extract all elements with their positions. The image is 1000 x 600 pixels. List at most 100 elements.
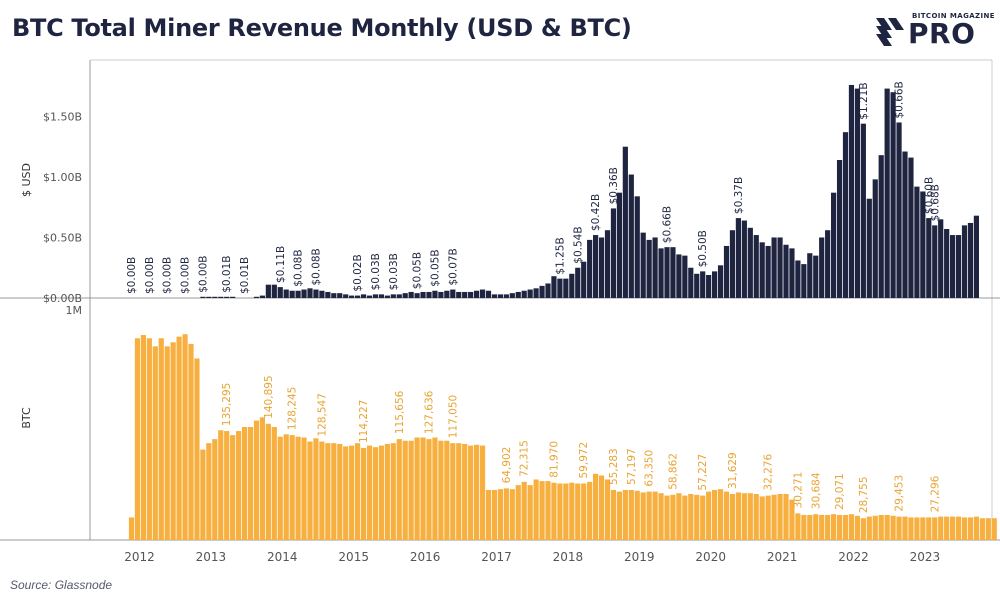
- usd-data-label: $1.25B: [554, 237, 566, 274]
- usd-bar: [593, 235, 599, 298]
- btc-bar: [723, 491, 730, 540]
- btc-data-label: 29,453: [894, 475, 906, 512]
- btc-bar: [372, 447, 379, 540]
- btc-bar: [355, 443, 361, 540]
- usd-bar: [450, 289, 456, 298]
- usd-data-label: $0.05B: [429, 249, 441, 286]
- btc-bar: [854, 515, 860, 540]
- usd-bar: [700, 271, 706, 298]
- usd-data-label: $0.36B: [608, 167, 620, 204]
- usd-bar: [503, 294, 509, 298]
- x-tick-label: 2021: [767, 550, 798, 564]
- usd-bar: [622, 146, 628, 298]
- usd-data-label: $0.05B: [412, 252, 424, 289]
- btc-data-label: 81,970: [549, 441, 561, 478]
- btc-bar: [634, 490, 640, 540]
- usd-bar: [456, 291, 462, 298]
- btc-bar: [479, 445, 486, 540]
- usd-bar: [771, 237, 777, 298]
- usd-bar: [819, 237, 825, 298]
- usd-bar: [908, 157, 914, 298]
- usd-bar: [569, 273, 575, 298]
- usd-bar: [200, 296, 206, 298]
- usd-bar: [349, 295, 355, 298]
- usd-y-tick-label: $0.50B: [43, 232, 82, 245]
- btc-bar: [747, 493, 753, 540]
- btc-bar: [765, 495, 771, 540]
- btc-bar: [783, 494, 789, 540]
- usd-bar: [741, 220, 747, 298]
- btc-bar: [390, 443, 396, 540]
- usd-bar: [587, 239, 593, 298]
- usd-data-label: $0.11B: [275, 246, 287, 283]
- usd-bar: [753, 235, 759, 298]
- btc-bar: [521, 481, 527, 540]
- btc-bar: [241, 427, 248, 540]
- btc-bar: [551, 482, 557, 540]
- usd-bar: [676, 254, 682, 298]
- btc-bar: [164, 346, 170, 540]
- btc-bar: [604, 479, 611, 540]
- btc-bar: [509, 489, 515, 540]
- usd-bar: [581, 261, 587, 298]
- btc-bar: [801, 514, 807, 540]
- x-tick-label: 2019: [624, 550, 655, 564]
- btc-bar: [360, 448, 367, 540]
- btc-bar: [146, 338, 152, 540]
- btc-data-label: 30,684: [810, 472, 822, 509]
- usd-bar: [813, 255, 819, 298]
- btc-bar: [301, 437, 307, 540]
- btc-data-label: 29,071: [834, 473, 846, 510]
- btc-data-label: 57,197: [626, 448, 638, 485]
- btc-bar: [706, 491, 712, 540]
- usd-bar: [224, 296, 230, 298]
- btc-bar: [694, 494, 700, 540]
- btc-bar: [741, 493, 747, 540]
- usd-bar: [497, 294, 503, 298]
- btc-bar: [378, 445, 384, 540]
- usd-data-label: $0.00B: [197, 256, 209, 293]
- usd-bar: [926, 218, 932, 298]
- usd-data-label: $0.50B: [697, 230, 709, 267]
- btc-data-label: 128,547: [316, 393, 328, 436]
- btc-bar: [700, 495, 706, 540]
- btc-bar: [366, 445, 373, 540]
- usd-bar: [366, 295, 373, 298]
- usd-data-label: $0.01B: [221, 256, 233, 293]
- usd-bar: [807, 253, 813, 298]
- usd-bar: [598, 237, 605, 298]
- btc-bar: [759, 496, 765, 540]
- usd-data-label: $0.08B: [293, 249, 305, 286]
- btc-bar: [908, 517, 914, 540]
- usd-bar: [259, 295, 265, 298]
- usd-bar: [206, 296, 212, 298]
- btc-bar-series: [128, 334, 997, 540]
- btc-bar: [468, 445, 474, 540]
- usd-bar: [950, 235, 956, 298]
- usd-data-label: $0.60B: [923, 177, 935, 214]
- btc-bar: [462, 443, 468, 540]
- btc-bar: [224, 431, 230, 540]
- btc-data-label: 28,755: [858, 476, 870, 513]
- btc-bar: [295, 436, 301, 540]
- x-tick-label: 2023: [910, 550, 941, 564]
- btc-data-label: 55,283: [608, 448, 620, 485]
- btc-bar: [991, 518, 997, 540]
- usd-bar: [914, 186, 920, 298]
- btc-bar: [194, 358, 200, 540]
- btc-data-label: 59,972: [578, 442, 590, 479]
- btc-bar: [950, 516, 956, 540]
- usd-bar: [694, 273, 700, 298]
- btc-bar: [914, 517, 920, 540]
- usd-y-tick-label: $1.50B: [43, 110, 82, 123]
- usd-data-label: $0.08B: [311, 248, 323, 285]
- brand-logo: [874, 10, 992, 50]
- btc-data-label: 135,295: [221, 383, 233, 426]
- usd-bar: [343, 294, 349, 298]
- btc-bar: [676, 493, 682, 540]
- btc-bar: [128, 517, 135, 540]
- usd-data-label: $1.21B: [858, 82, 870, 119]
- btc-bar: [735, 492, 741, 540]
- btc-bar: [444, 440, 450, 540]
- btc-data-label: 31,629: [727, 452, 739, 489]
